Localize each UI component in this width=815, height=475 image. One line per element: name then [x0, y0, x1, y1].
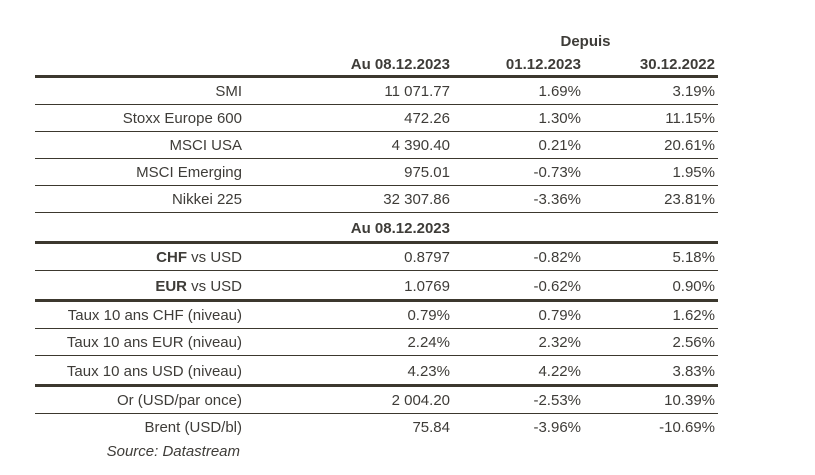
table-row-brent: Brent (USD/bl) 75.84 -3.96% -10.69%	[35, 414, 718, 440]
table-row-msci-emerging: MSCI Emerging 975.01 -0.73% 1.95%	[35, 159, 718, 186]
subheader-date-label: Au 08.12.2023	[350, 220, 450, 237]
header-col-value: Au 08.12.2023	[350, 56, 450, 73]
row-since1: 4.22%	[538, 363, 581, 380]
row-value: 0.8797	[404, 249, 450, 266]
table-source-row: Source: Datastream	[35, 440, 718, 464]
table-row-or: Or (USD/par once) 2 004.20 -2.53% 10.39%	[35, 387, 718, 414]
table-subheader-row: Au 08.12.2023	[35, 213, 718, 244]
table-row-stoxx: Stoxx Europe 600 472.26 1.30% 11.15%	[35, 105, 718, 132]
row-label: Taux 10 ans EUR (niveau)	[66, 334, 242, 351]
table-row-chf-usd: CHF vs USD 0.8797 -0.82% 5.18%	[35, 244, 718, 271]
row-value: 32 307.86	[383, 191, 450, 208]
row-since2: 11.15%	[665, 110, 715, 127]
row-since1: -0.62%	[533, 278, 581, 295]
row-value: 4.23%	[407, 363, 450, 380]
currency-suffix: vs USD	[186, 249, 242, 266]
row-since2: 10.39%	[664, 392, 715, 409]
row-label: MSCI Emerging	[136, 164, 242, 181]
header-col-since2: 30.12.2022	[639, 56, 715, 73]
table-row-smi: SMI 11 071.77 1.69% 3.19%	[35, 78, 718, 105]
row-since1: 1.30%	[538, 110, 581, 127]
row-value: 0.79%	[407, 307, 450, 324]
row-since1: -3.36%	[533, 191, 581, 208]
row-since1: -2.53%	[533, 392, 581, 409]
table-header-depuis-row: Depuis	[35, 31, 718, 53]
row-value: 75.84	[412, 419, 450, 436]
header-depuis-label: Depuis	[560, 33, 611, 50]
row-value: 2.24%	[407, 334, 450, 351]
row-since1: -3.96%	[533, 419, 581, 436]
row-label: Stoxx Europe 600	[122, 110, 242, 127]
row-label: Brent (USD/bl)	[144, 419, 242, 436]
row-since1: 0.79%	[538, 307, 581, 324]
table-header-row: Au 08.12.2023 01.12.2023 30.12.2022	[35, 53, 718, 78]
row-since1: 2.32%	[538, 334, 581, 351]
row-value: 11 071.77	[384, 83, 450, 100]
row-since2: 3.19%	[672, 83, 715, 100]
row-label: MSCI USA	[169, 137, 242, 154]
currency-code: EUR	[155, 278, 187, 295]
row-value: 4 390.40	[391, 137, 450, 154]
row-value: 2 004.20	[391, 392, 450, 409]
row-label: Taux 10 ans CHF (niveau)	[67, 307, 242, 324]
row-since2: 1.62%	[672, 307, 715, 324]
row-since2: 23.81%	[664, 191, 715, 208]
row-value: 472.26	[404, 110, 450, 127]
row-since2: 3.83%	[672, 363, 715, 380]
row-since2: 20.61%	[664, 137, 715, 154]
row-label: CHF vs USD	[35, 245, 245, 270]
row-since1: -0.82%	[533, 249, 581, 266]
row-since1: -0.73%	[533, 164, 581, 181]
currency-code: CHF	[156, 249, 187, 266]
source-note: Source: Datastream	[106, 443, 240, 460]
market-data-table: Depuis Au 08.12.2023 01.12.2023 30.12.20…	[35, 31, 718, 464]
row-since2: -10.69%	[659, 419, 715, 436]
header-col-since1: 01.12.2023	[505, 56, 581, 73]
row-since2: 0.90%	[672, 278, 715, 295]
row-label: SMI	[215, 83, 242, 100]
table-row-msci-usa: MSCI USA 4 390.40 0.21% 20.61%	[35, 132, 718, 159]
table-row-taux-eur: Taux 10 ans EUR (niveau) 2.24% 2.32% 2.5…	[35, 329, 718, 356]
currency-suffix: vs USD	[186, 278, 242, 295]
row-label: Nikkei 225	[171, 191, 242, 208]
row-since2: 2.56%	[672, 334, 715, 351]
row-label: EUR vs USD	[35, 274, 245, 299]
row-value: 1.0769	[404, 278, 450, 295]
table-row-taux-usd: Taux 10 ans USD (niveau) 4.23% 4.22% 3.8…	[35, 356, 718, 387]
row-since2: 1.95%	[672, 164, 715, 181]
row-label: Taux 10 ans USD (niveau)	[66, 363, 242, 380]
row-since2: 5.18%	[672, 249, 715, 266]
table-row-nikkei: Nikkei 225 32 307.86 -3.36% 23.81%	[35, 186, 718, 213]
row-since1: 1.69%	[538, 83, 581, 100]
row-since1: 0.21%	[538, 137, 581, 154]
table-row-eur-usd: EUR vs USD 1.0769 -0.62% 0.90%	[35, 271, 718, 302]
row-value: 975.01	[404, 164, 450, 181]
table-row-taux-chf: Taux 10 ans CHF (niveau) 0.79% 0.79% 1.6…	[35, 302, 718, 329]
row-label: Or (USD/par once)	[116, 392, 242, 409]
